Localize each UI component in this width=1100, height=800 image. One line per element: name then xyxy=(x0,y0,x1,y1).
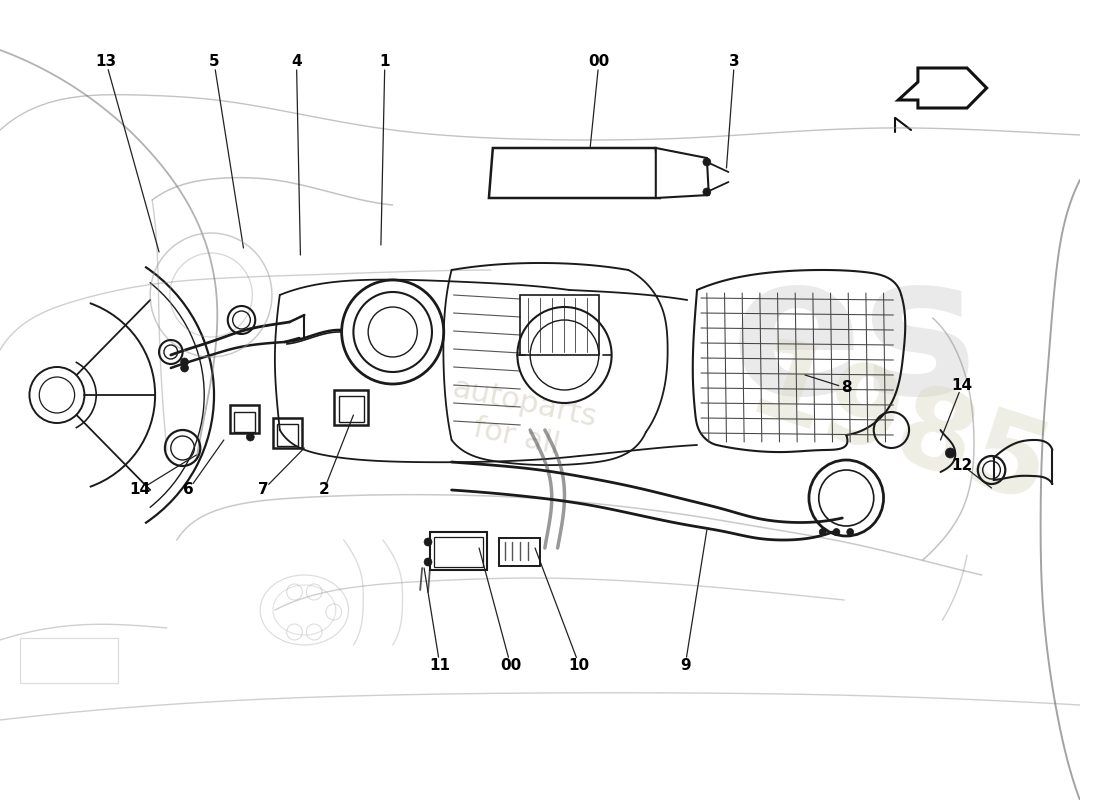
Text: 12: 12 xyxy=(952,458,972,473)
Bar xyxy=(333,390,369,425)
Text: 00: 00 xyxy=(499,658,521,673)
Circle shape xyxy=(425,538,432,546)
Text: 9: 9 xyxy=(680,658,691,673)
Circle shape xyxy=(833,529,840,535)
Text: 14: 14 xyxy=(952,378,972,393)
Bar xyxy=(520,295,598,355)
Text: 2: 2 xyxy=(319,482,329,498)
Polygon shape xyxy=(488,148,660,198)
Text: 14: 14 xyxy=(129,482,150,498)
Text: 7: 7 xyxy=(257,482,268,498)
Bar xyxy=(433,537,483,567)
Text: 1985: 1985 xyxy=(735,331,1062,529)
Text: 6: 6 xyxy=(183,482,194,498)
Bar xyxy=(20,638,118,683)
Text: 10: 10 xyxy=(569,658,590,673)
Bar xyxy=(498,538,540,566)
Text: 4: 4 xyxy=(292,54,301,70)
Text: 11: 11 xyxy=(429,658,450,673)
Bar xyxy=(430,532,487,570)
Text: 3: 3 xyxy=(729,54,739,70)
Circle shape xyxy=(180,358,188,366)
Text: 13: 13 xyxy=(96,54,117,70)
Circle shape xyxy=(820,529,826,535)
Circle shape xyxy=(180,364,188,372)
Text: 5: 5 xyxy=(209,54,219,70)
Bar xyxy=(233,412,255,432)
Bar xyxy=(273,418,303,448)
Circle shape xyxy=(246,433,254,441)
Text: es: es xyxy=(730,246,978,434)
Circle shape xyxy=(847,529,854,535)
Polygon shape xyxy=(899,68,987,108)
Circle shape xyxy=(703,188,711,196)
Polygon shape xyxy=(656,148,708,198)
Bar xyxy=(277,424,298,446)
Text: 8: 8 xyxy=(840,381,851,395)
Circle shape xyxy=(425,558,432,566)
Text: 1: 1 xyxy=(379,54,390,70)
Text: 00: 00 xyxy=(588,54,609,70)
Circle shape xyxy=(703,158,711,166)
Bar xyxy=(230,405,260,433)
Circle shape xyxy=(945,448,955,458)
Bar xyxy=(339,396,364,422)
Text: autoparts
for all: autoparts for all xyxy=(442,374,598,466)
